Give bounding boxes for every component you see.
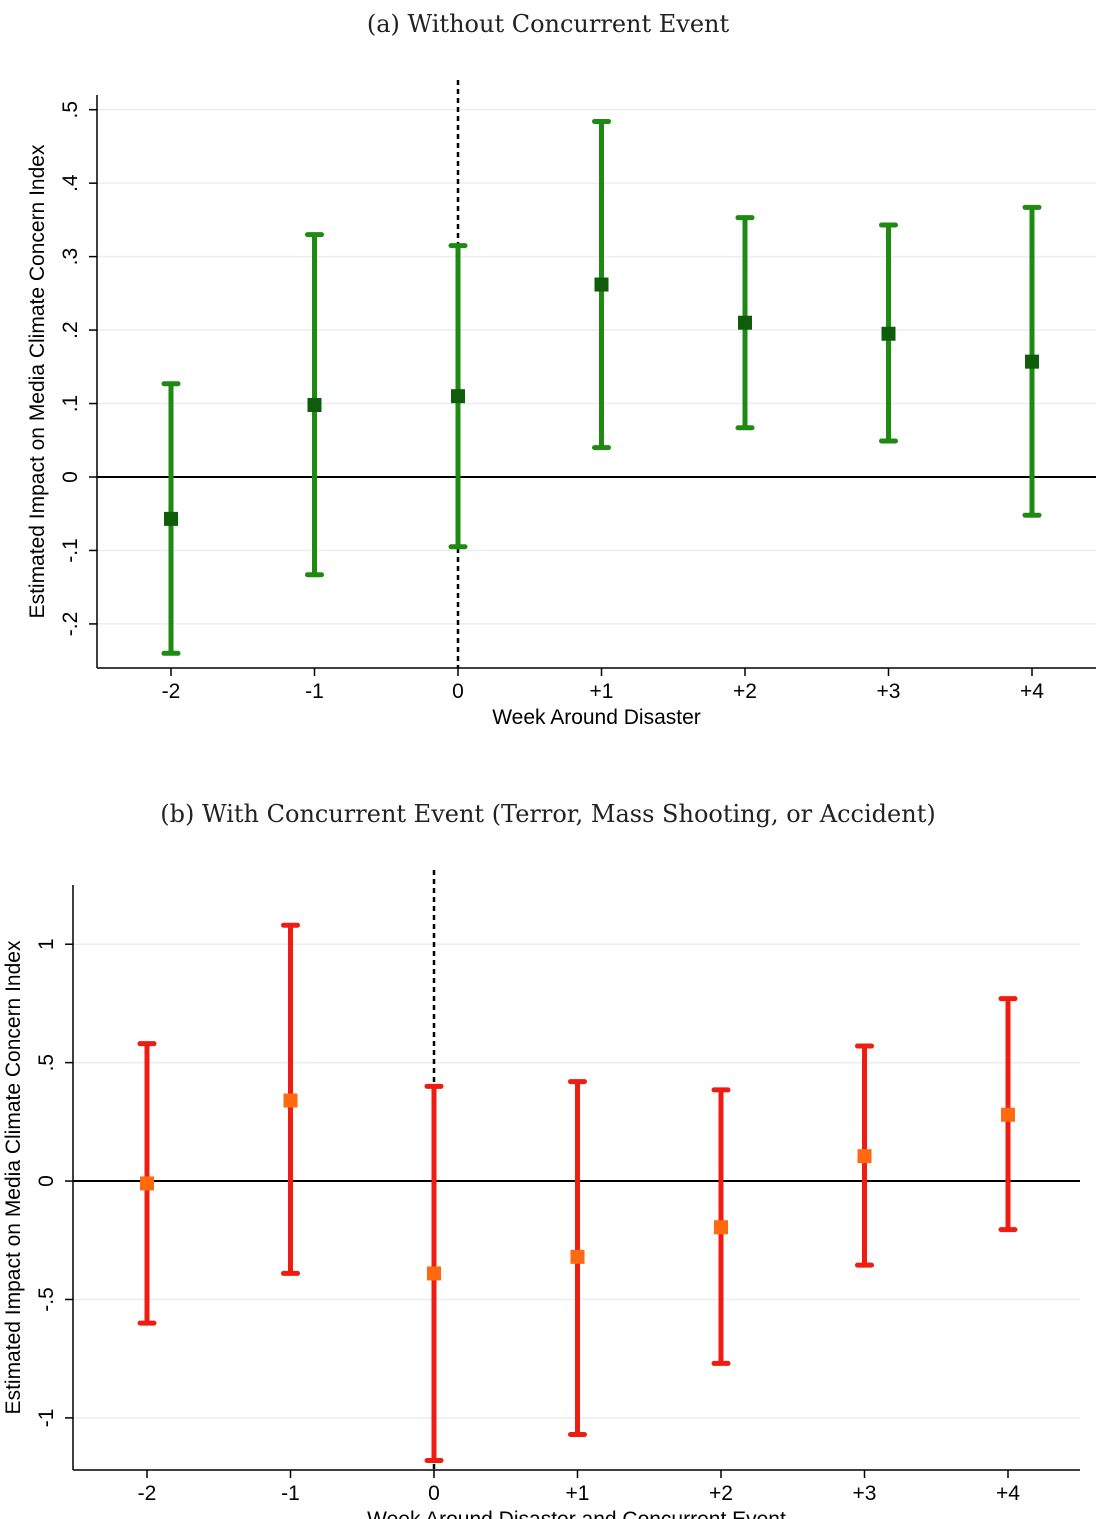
x-tick-label: +4 [1020, 680, 1044, 703]
y-tick-label: .2 [59, 321, 82, 339]
x-tick-label: -1 [281, 1482, 300, 1505]
x-tick-label: +1 [566, 1482, 590, 1505]
point-estimate [427, 1266, 441, 1281]
point-estimate [881, 326, 896, 341]
x-tick-label: 0 [452, 680, 464, 703]
point-estimate [594, 277, 609, 292]
y-axis-title: Estimated Impact on Media Climate Concer… [26, 144, 49, 618]
y-tick-label: 0 [59, 471, 82, 483]
x-tick-label: -2 [162, 680, 181, 703]
point-estimate [451, 389, 465, 404]
y-tick-label: .5 [35, 1054, 58, 1072]
y-tick-label: .3 [59, 248, 82, 266]
x-tick-label: -1 [305, 680, 324, 703]
y-tick-label: .4 [59, 174, 82, 192]
y-tick-label: -.1 [59, 538, 82, 563]
y-tick-label: -.2 [59, 612, 82, 637]
x-tick-label: +1 [590, 680, 614, 703]
chart-a-title: (a) Without Concurrent Event [366, 10, 730, 38]
y-axis-title: Estimated Impact on Media Climate Concer… [2, 940, 25, 1414]
point-estimate [857, 1149, 872, 1164]
point-estimate [1001, 1107, 1015, 1122]
point-estimate [140, 1176, 154, 1191]
x-tick-label: +2 [709, 1482, 733, 1505]
x-axis-title: Week Around Disaster and Concurrent Even… [367, 1508, 786, 1519]
x-tick-label: +3 [877, 680, 901, 703]
chart-b: -1 -.5 0 .5 1 -2 -1 0 +1 +2 +3 +4 Week Around Disast… [2, 870, 1080, 1519]
point-estimate [283, 1093, 298, 1108]
y-tick-label: .1 [59, 395, 82, 413]
x-tick-label: +4 [996, 1482, 1020, 1505]
x-tick-label: +2 [733, 680, 757, 703]
point-estimate [570, 1249, 585, 1264]
y-tick-label: 0 [35, 1175, 58, 1187]
chart-b-title: (b) With Concurrent Event (Terror, Mass … [160, 800, 936, 828]
point-estimate [307, 398, 322, 413]
x-tick-label: 0 [428, 1482, 440, 1505]
x-tick-label: -2 [138, 1482, 157, 1505]
y-tick-label: .5 [59, 101, 82, 119]
point-estimate [714, 1220, 728, 1235]
point-estimate [738, 315, 752, 330]
chart-a: -.2 -.1 0 .1 .2 .3 .4 .5 -2 -1 0 +1 +2 +3 +4 Week Aroun… [26, 80, 1096, 729]
y-tick-label: -.5 [35, 1287, 58, 1312]
y-tick-label: 1 [35, 938, 58, 950]
point-estimate [1025, 354, 1039, 369]
x-axis-title: Week Around Disaster [492, 706, 701, 729]
point-estimate [164, 511, 178, 526]
x-tick-label: +3 [853, 1482, 877, 1505]
y-tick-label: -1 [35, 1409, 58, 1428]
